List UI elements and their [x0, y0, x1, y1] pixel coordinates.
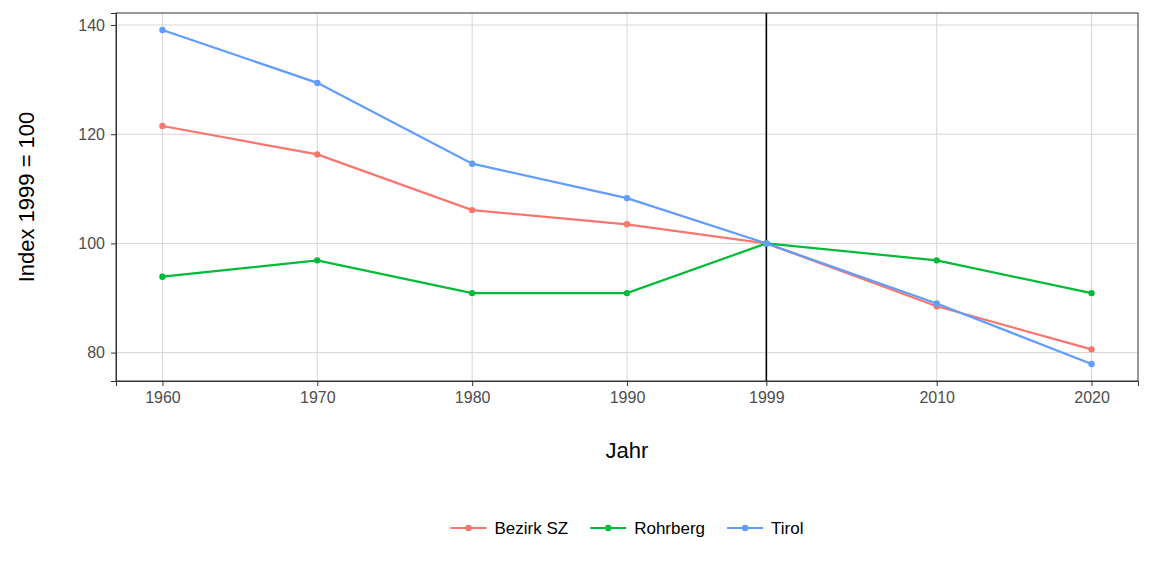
series-point [763, 240, 769, 246]
y-tick-mark [111, 243, 116, 244]
series-point [314, 80, 320, 86]
x-axis-title: Jahr [606, 438, 649, 463]
series-point [469, 290, 475, 296]
series-point [624, 195, 630, 201]
x-tick: 1990 [610, 381, 646, 406]
series-point [933, 300, 939, 306]
plot-frame [116, 13, 1138, 381]
y-tick-label: 140 [78, 17, 105, 34]
series-point [763, 240, 769, 246]
legend-item: Rohrberg [590, 519, 705, 538]
x-tick-label: 1999 [749, 389, 785, 406]
series-point [159, 27, 165, 33]
grid-line [162, 13, 163, 381]
series-point [314, 151, 320, 157]
grid-line [472, 13, 473, 381]
x-tick-mark [162, 381, 163, 386]
x-tick: 2020 [1074, 381, 1110, 406]
x-tick-mark [627, 381, 628, 386]
x-tick-mark [317, 381, 318, 386]
y-tick-mark [111, 353, 116, 354]
y-axis: 80 100 120 140 [78, 14, 116, 382]
x-tick-mark [472, 381, 473, 386]
chart: 1960 1970 1980 1990 1999 2010 2020 80 100 120 140 J… [0, 0, 1152, 576]
plot-area [159, 13, 1094, 381]
legend-key-point [605, 525, 611, 531]
series-point [314, 257, 320, 263]
x-tick: 1999 [749, 381, 785, 406]
x-tick-label: 1980 [455, 389, 491, 406]
series-point [1088, 361, 1094, 367]
legend-label: Rohrberg [634, 519, 705, 538]
series-line [162, 30, 1091, 364]
x-tick: 1960 [145, 381, 181, 406]
x-tick: 1970 [300, 381, 336, 406]
y-axis-line [111, 14, 117, 382]
series-point [469, 207, 475, 213]
y-axis-title: Index 1999 = 100 [14, 112, 39, 283]
x-axis: 1960 1970 1980 1990 1999 2010 2020 [117, 381, 1139, 406]
legend-key-point [742, 525, 748, 531]
x-tick-label: 1990 [610, 389, 646, 406]
y-tick: 80 [87, 344, 116, 361]
x-tick-mark [1092, 381, 1093, 386]
y-tick-label: 100 [78, 235, 105, 252]
x-tick-label: 2020 [1074, 389, 1110, 406]
y-tick: 140 [78, 17, 116, 34]
legend-label: Bezirk SZ [495, 519, 569, 538]
x-tick: 1980 [455, 381, 491, 406]
reference-line [766, 13, 768, 381]
series-point [624, 221, 630, 227]
x-tick-label: 1960 [145, 389, 181, 406]
series-point [624, 290, 630, 296]
x-tick-label: 2010 [919, 389, 955, 406]
x-axis-line [117, 382, 1139, 387]
x-tick-mark [937, 381, 938, 386]
series-point [1088, 290, 1094, 296]
plot-background [116, 13, 1138, 381]
grid-line [936, 13, 937, 381]
legend-item: Bezirk SZ [451, 519, 569, 538]
series-line [162, 243, 1091, 293]
y-tick: 100 [78, 235, 116, 252]
x-tick-mark [766, 381, 767, 386]
legend-key-point [465, 525, 471, 531]
series-point [159, 274, 165, 280]
y-tick-mark [111, 25, 116, 26]
grid [116, 13, 1138, 381]
grid-line [317, 13, 318, 381]
y-tick: 120 [78, 126, 116, 143]
legend-item: Tirol [727, 519, 803, 538]
series-point [933, 257, 939, 263]
legend-label: Tirol [771, 519, 803, 538]
grid-line [766, 13, 767, 381]
x-tick-label: 1970 [300, 389, 336, 406]
legend: Bezirk SZ Rohrberg Tirol [451, 519, 804, 538]
series-point [159, 123, 165, 129]
grid-line [1091, 13, 1092, 381]
series-point [469, 160, 475, 166]
series-point [763, 240, 769, 246]
y-tick-label: 120 [78, 126, 105, 143]
y-tick-mark [111, 134, 116, 135]
x-tick: 2010 [919, 381, 955, 406]
y-tick-label: 80 [87, 344, 105, 361]
series-point [1088, 346, 1094, 352]
series-line [162, 126, 1091, 349]
